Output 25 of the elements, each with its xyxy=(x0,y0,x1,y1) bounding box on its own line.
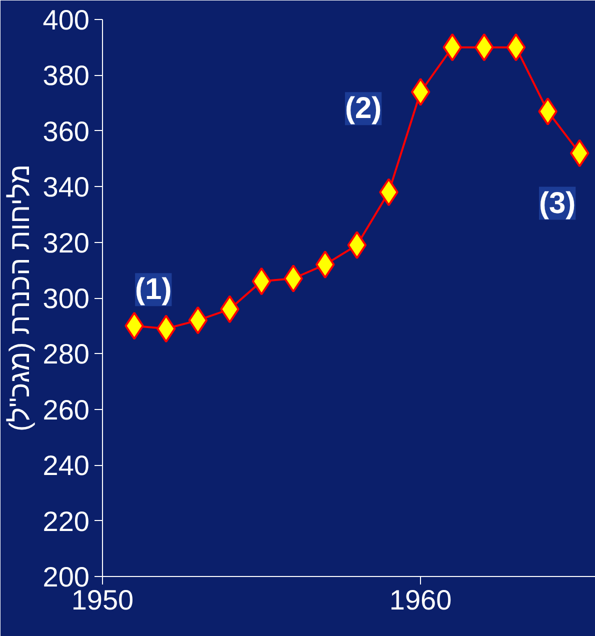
point xyxy=(315,250,335,279)
point xyxy=(252,267,272,296)
annotation: (2) xyxy=(344,92,382,126)
y-tick-label: 380 xyxy=(42,60,90,92)
y-tick-label: 400 xyxy=(42,4,90,36)
annotation: (1) xyxy=(135,273,172,306)
y-tick-label: 260 xyxy=(42,394,90,426)
y-axis-title: מליחות הכנרת (מגכ"ל) xyxy=(4,164,35,432)
y-tick-label: 240 xyxy=(42,450,90,482)
point xyxy=(506,33,526,62)
point xyxy=(410,78,430,106)
y-tick-label: 220 xyxy=(42,506,90,537)
point xyxy=(347,231,367,260)
point xyxy=(442,33,462,62)
y-tick-label: 360 xyxy=(42,116,90,147)
point xyxy=(570,139,590,168)
y-tick-label: 280 xyxy=(42,338,90,370)
y-tick-label: 320 xyxy=(42,227,90,258)
point xyxy=(284,264,304,293)
x-tick-label: 1960 xyxy=(389,584,452,616)
annotation: (3) xyxy=(539,186,576,220)
y-tick-label: 300 xyxy=(42,283,90,314)
point xyxy=(156,314,176,343)
y-tick-label: 340 xyxy=(42,172,90,203)
point xyxy=(188,306,208,334)
